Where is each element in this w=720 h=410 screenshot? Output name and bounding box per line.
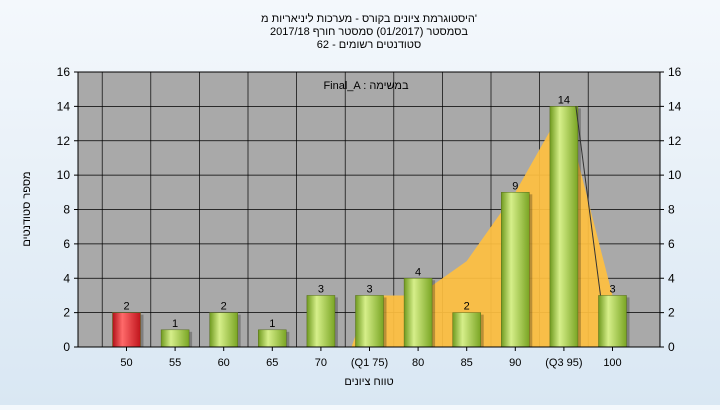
data-label: 3	[366, 283, 372, 295]
x-tick-label: 80	[412, 357, 424, 369]
x-tick-label: 85	[461, 357, 473, 369]
data-label: 2	[123, 301, 129, 313]
y-tick-label-right: 10	[668, 168, 682, 182]
y-tick-label: 12	[57, 134, 71, 148]
bar-60[interactable]	[209, 312, 238, 348]
chart-titles: היסטוגרמת ציונים בקורס - מערכות ליניאריו…	[261, 12, 477, 51]
x-tick-label: 100	[603, 357, 621, 369]
y-axis-label: מספר סטודנטים	[21, 171, 33, 246]
x-tick-label: 55	[169, 357, 181, 369]
y-tick-label-right: 2	[668, 306, 675, 320]
y-tick-label: 0	[63, 340, 70, 354]
data-label: 2	[221, 301, 227, 313]
x-tick-label: 60	[218, 357, 230, 369]
data-label: 2	[464, 301, 470, 313]
data-label: 14	[558, 94, 570, 106]
bar-100[interactable]	[598, 295, 627, 348]
bar-50[interactable]	[112, 312, 141, 348]
bars	[112, 106, 630, 348]
y-tick-label: 14	[57, 99, 71, 113]
chart-title-line-1: היסטוגרמת ציונים בקורס - מערכות ליניאריו…	[261, 12, 477, 25]
y-tick-label: 10	[57, 168, 71, 182]
y-tick-label: 6	[63, 237, 70, 251]
x-tick-label: (Q1 75)	[351, 357, 388, 369]
data-label: 3	[318, 283, 324, 295]
y-tick-label-right: 6	[668, 237, 675, 251]
y-tick-label-right: 14	[668, 99, 682, 113]
cumulative-area-shape	[351, 106, 613, 347]
y-tick-label-right: 4	[668, 271, 675, 285]
y-tick-label: 4	[63, 271, 70, 285]
data-label: 1	[172, 318, 178, 330]
x-axis-label: טווח ציונים	[344, 376, 393, 388]
y-tick-label-right: 8	[668, 203, 675, 217]
grid-lines	[78, 72, 660, 347]
y-tick-label-right: 12	[668, 134, 682, 148]
data-labels: 2 1 2 1 3 3 4 2 9 14 3	[123, 94, 615, 329]
x-tick-label: 70	[315, 357, 327, 369]
data-label: 3	[609, 283, 615, 295]
bar-(Q3 95)[interactable]	[549, 106, 579, 348]
y-tick-label: 8	[63, 203, 70, 217]
plot-annotation: Final_A : במשימה	[323, 80, 409, 92]
y-tick-label-right: 16	[668, 65, 682, 79]
bar-70[interactable]	[306, 295, 336, 348]
x-tick-label: 90	[509, 357, 521, 369]
x-tick-label: 50	[120, 357, 132, 369]
chart-title-line-3: סטודנטים רשומים - 62	[317, 39, 421, 51]
bar-80[interactable]	[403, 278, 433, 348]
q3-connector	[575, 106, 601, 296]
chart-title-line-2: בסמסטר (01/2017) סמסטר חורף 2017/18	[270, 26, 468, 38]
x-tick-label: (Q3 95)	[545, 357, 582, 369]
y-axis-right-ticks: 0 2 4 6 8 10 12 14 16	[660, 65, 682, 354]
bar-85[interactable]	[452, 312, 481, 348]
data-label: 1	[269, 318, 275, 330]
data-label: 9	[512, 180, 518, 192]
y-axis-left-ticks: 0 2 4 6 8 10 12 14 16	[57, 65, 78, 354]
bar-90[interactable]	[501, 192, 530, 348]
y-tick-label: 2	[63, 306, 70, 320]
q3-connector-line	[575, 106, 601, 296]
bar-55[interactable]	[160, 329, 190, 348]
bar-65[interactable]	[258, 329, 287, 348]
cumulative-area	[351, 106, 613, 347]
y-tick-label: 16	[57, 65, 71, 79]
bar-(Q1 75)[interactable]	[355, 295, 384, 348]
data-label: 4	[415, 266, 421, 278]
x-axis-ticks: 50 55 60 65 70 (Q1 75) 80 85 90 (Q3 95) 100	[120, 347, 622, 369]
x-tick-label: 65	[266, 357, 278, 369]
y-tick-label-right: 0	[668, 340, 675, 354]
